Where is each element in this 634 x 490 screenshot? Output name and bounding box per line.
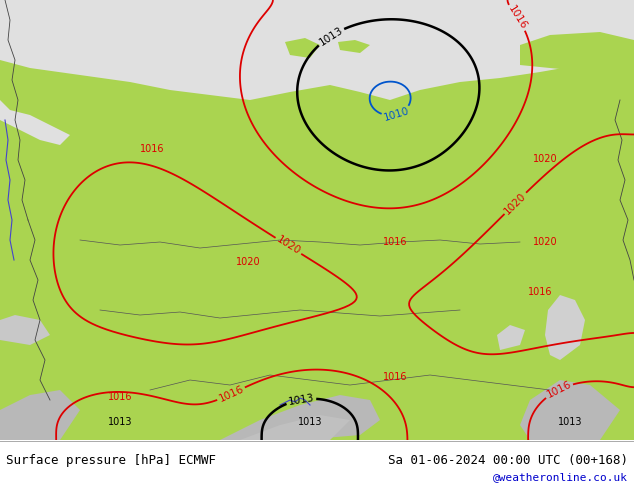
Polygon shape bbox=[0, 390, 80, 440]
Text: 1016: 1016 bbox=[506, 4, 529, 31]
Polygon shape bbox=[0, 0, 634, 440]
Polygon shape bbox=[338, 40, 370, 53]
Polygon shape bbox=[285, 38, 320, 58]
Text: 1016: 1016 bbox=[108, 392, 133, 402]
Text: 1020: 1020 bbox=[533, 237, 557, 247]
Text: @weatheronline.co.uk: @weatheronline.co.uk bbox=[493, 472, 628, 482]
Text: 1013: 1013 bbox=[108, 417, 133, 427]
Text: Surface pressure [hPa] ECMWF: Surface pressure [hPa] ECMWF bbox=[6, 454, 216, 467]
Polygon shape bbox=[0, 100, 70, 145]
Text: 1020: 1020 bbox=[275, 235, 302, 257]
Polygon shape bbox=[0, 0, 634, 100]
Text: Sa 01-06-2024 00:00 UTC (00+168): Sa 01-06-2024 00:00 UTC (00+168) bbox=[388, 454, 628, 467]
Text: 1016: 1016 bbox=[217, 384, 245, 404]
Text: 1013: 1013 bbox=[317, 25, 344, 48]
Text: 1016: 1016 bbox=[139, 144, 164, 154]
Text: 1016: 1016 bbox=[383, 237, 407, 247]
Polygon shape bbox=[240, 415, 350, 440]
Polygon shape bbox=[520, 32, 634, 70]
Text: 1016: 1016 bbox=[545, 379, 573, 400]
Text: 1013: 1013 bbox=[558, 417, 582, 427]
Polygon shape bbox=[0, 315, 50, 345]
Text: 1020: 1020 bbox=[502, 191, 528, 216]
Text: 1010: 1010 bbox=[382, 106, 411, 123]
Polygon shape bbox=[545, 295, 585, 360]
Text: 1013: 1013 bbox=[287, 392, 315, 407]
Text: 1016: 1016 bbox=[383, 372, 407, 382]
Text: 1020: 1020 bbox=[236, 257, 261, 267]
Polygon shape bbox=[220, 395, 380, 440]
Text: 1016: 1016 bbox=[527, 287, 552, 297]
Text: 1020: 1020 bbox=[533, 154, 557, 164]
Polygon shape bbox=[497, 325, 525, 350]
Text: 1013: 1013 bbox=[298, 417, 322, 427]
Polygon shape bbox=[520, 380, 620, 440]
